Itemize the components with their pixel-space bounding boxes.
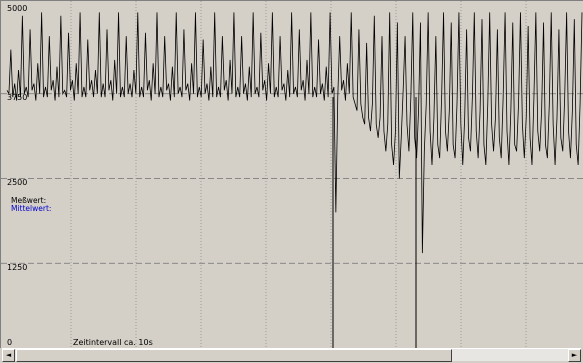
legend-measured-value: Meßwert: bbox=[11, 196, 47, 205]
horizontal-scrollbar[interactable]: ◄ ► bbox=[2, 348, 581, 362]
y-tick-label: 5000 bbox=[7, 4, 28, 13]
plot-area: 5000 3750 2500 1250 0 Meßwert: Mittelwer… bbox=[0, 0, 583, 349]
legend-mean-value: Mittelwert: bbox=[11, 204, 52, 213]
y-tick-label: 0 bbox=[7, 338, 13, 347]
series-line-0 bbox=[6, 12, 583, 254]
y-tick-label: 2500 bbox=[7, 178, 28, 187]
time-interval-note: Zeitintervall ca. 10s bbox=[73, 338, 153, 347]
y-tick-label: 1250 bbox=[7, 263, 28, 272]
scrollbar-thumb[interactable] bbox=[16, 349, 452, 362]
y-tick-label: 3750 bbox=[7, 93, 28, 102]
measurement-chart bbox=[1, 1, 583, 349]
scroll-right-icon[interactable]: ► bbox=[568, 349, 581, 362]
scroll-left-icon[interactable]: ◄ bbox=[2, 349, 15, 362]
